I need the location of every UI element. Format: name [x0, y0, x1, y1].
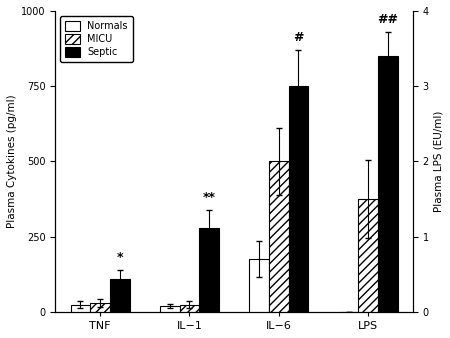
Y-axis label: Plasma LPS (EU/ml): Plasma LPS (EU/ml) [433, 111, 443, 212]
Bar [269, 162, 288, 312]
Bar [358, 199, 378, 312]
Bar [110, 279, 130, 312]
Legend: Normals, MICU, Septic: Normals, MICU, Septic [60, 16, 133, 62]
Text: ##: ## [378, 13, 398, 26]
Bar [71, 305, 90, 312]
Bar [90, 303, 110, 312]
Bar [199, 228, 219, 312]
Text: **: ** [202, 191, 216, 203]
Bar [249, 259, 269, 312]
Y-axis label: Plasma Cytokines (pg/ml): Plasma Cytokines (pg/ml) [7, 95, 17, 228]
Text: *: * [117, 251, 123, 264]
Text: #: # [293, 31, 304, 44]
Bar [378, 56, 398, 312]
Bar [160, 306, 180, 312]
Bar [288, 86, 308, 312]
Bar [180, 305, 199, 312]
